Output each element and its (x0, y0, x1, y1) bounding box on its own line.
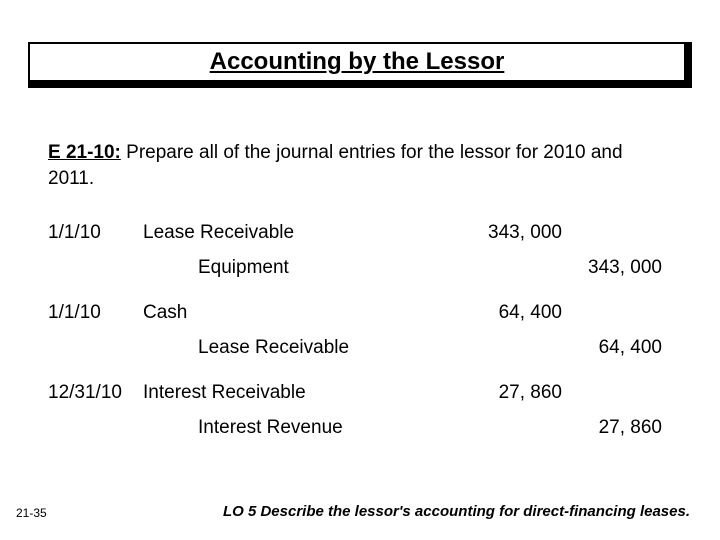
entry-credit: 27, 860 (572, 417, 672, 439)
journal-row: 1/1/10 Cash 64, 400 (48, 295, 672, 330)
entry-debit: 64, 400 (472, 302, 572, 324)
journal-row: Interest Revenue 27, 860 (48, 410, 672, 445)
journal-row: 12/31/10 Interest Receivable 27, 860 (48, 375, 672, 410)
exercise-label: E 21-10: (48, 142, 121, 163)
row-gap (48, 365, 672, 375)
journal-row: Equipment 343, 000 (48, 250, 672, 285)
journal-row: Lease Receivable 64, 400 (48, 330, 672, 365)
entry-account: Cash (143, 302, 472, 324)
title-shadow-box: Accounting by the Lessor (28, 42, 692, 88)
entry-debit: 27, 860 (472, 382, 572, 404)
slide-number: 21-35 (16, 506, 47, 520)
entry-date: 12/31/10 (48, 382, 143, 404)
entry-credit: 343, 000 (572, 257, 672, 279)
entry-account: Lease Receivable (143, 222, 472, 244)
entry-account: Equipment (143, 257, 472, 279)
slide-title: Accounting by the Lessor (210, 48, 505, 76)
slide: Accounting by the Lessor E 21-10: Prepar… (0, 0, 720, 540)
entry-date: 1/1/10 (48, 222, 143, 244)
learning-objective: LO 5 Describe the lessor's accounting fo… (223, 503, 690, 520)
exercise-prompt: E 21-10: Prepare all of the journal entr… (48, 140, 672, 191)
entry-account: Lease Receivable (143, 337, 472, 359)
entry-account: Interest Receivable (143, 382, 472, 404)
journal-row: 1/1/10 Lease Receivable 343, 000 (48, 215, 672, 250)
title-box: Accounting by the Lessor (28, 42, 686, 82)
entry-credit: 64, 400 (572, 337, 672, 359)
journal-entries: 1/1/10 Lease Receivable 343, 000 Equipme… (48, 215, 672, 445)
entry-account: Interest Revenue (143, 417, 472, 439)
entry-debit: 343, 000 (472, 222, 572, 244)
exercise-text: Prepare all of the journal entries for t… (48, 142, 623, 189)
row-gap (48, 285, 672, 295)
entry-date: 1/1/10 (48, 302, 143, 324)
